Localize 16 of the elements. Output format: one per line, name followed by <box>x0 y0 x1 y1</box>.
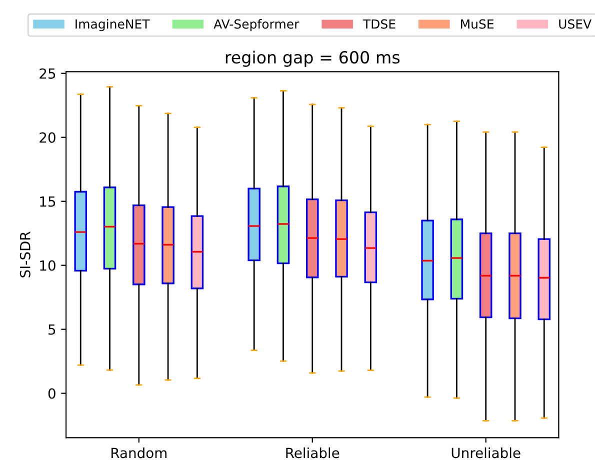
chart-title: region gap = 600 ms <box>226 50 400 67</box>
y-tick-label: 0 <box>48 388 56 399</box>
y-tick-label: 10 <box>40 260 56 271</box>
y-axis-title: SI-SDR <box>20 232 30 278</box>
legend-label: ImagineNET <box>76 19 150 32</box>
legend-label: USEV <box>559 19 592 29</box>
legend-label: MuSE <box>461 19 494 29</box>
x-tick-label: Reliable <box>286 447 340 458</box>
y-tick-label: 15 <box>40 196 56 207</box>
y-tick-label: 25 <box>40 68 56 79</box>
x-tick-label: Unreliable <box>452 447 520 458</box>
y-tick-label: 20 <box>40 132 56 143</box>
y-tick-label: 5 <box>48 324 56 335</box>
legend-label: AV-Sepformer <box>214 19 300 32</box>
legend-label: TDSE <box>362 19 396 29</box>
x-tick-label: Random <box>112 447 166 458</box>
